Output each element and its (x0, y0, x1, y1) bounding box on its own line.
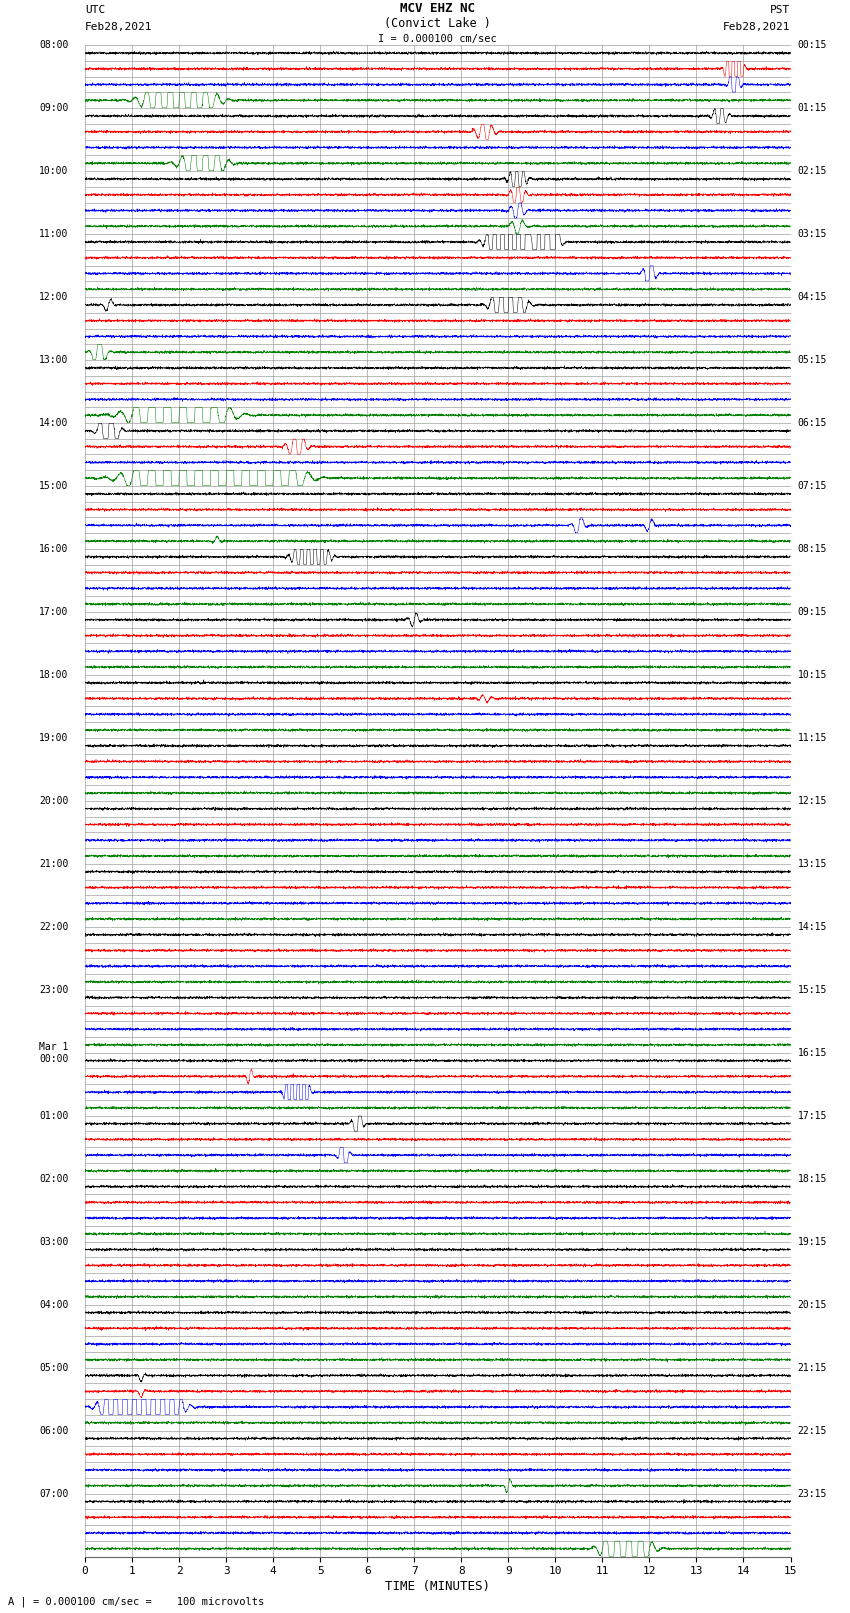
Text: (Convict Lake ): (Convict Lake ) (384, 18, 491, 31)
Text: 16:00: 16:00 (39, 544, 69, 553)
Text: 21:15: 21:15 (797, 1363, 827, 1373)
Text: 22:00: 22:00 (39, 921, 69, 932)
Text: 17:15: 17:15 (797, 1111, 827, 1121)
Text: 02:00: 02:00 (39, 1174, 69, 1184)
Text: 03:15: 03:15 (797, 229, 827, 239)
Text: 05:00: 05:00 (39, 1363, 69, 1373)
Text: 10:15: 10:15 (797, 669, 827, 681)
Text: 14:00: 14:00 (39, 418, 69, 427)
Text: 09:15: 09:15 (797, 606, 827, 616)
Text: 14:15: 14:15 (797, 921, 827, 932)
Text: Mar 1
00:00: Mar 1 00:00 (39, 1042, 69, 1063)
Text: 22:15: 22:15 (797, 1426, 827, 1436)
Text: 20:00: 20:00 (39, 795, 69, 806)
Text: 18:15: 18:15 (797, 1174, 827, 1184)
Text: 11:00: 11:00 (39, 229, 69, 239)
Text: 07:15: 07:15 (797, 481, 827, 490)
Text: 13:00: 13:00 (39, 355, 69, 365)
Text: 01:00: 01:00 (39, 1111, 69, 1121)
Text: 05:15: 05:15 (797, 355, 827, 365)
Text: 13:15: 13:15 (797, 858, 827, 869)
Text: I = 0.000100 cm/sec: I = 0.000100 cm/sec (378, 34, 497, 44)
Text: 10:00: 10:00 (39, 166, 69, 176)
Text: 23:15: 23:15 (797, 1489, 827, 1498)
Text: 12:00: 12:00 (39, 292, 69, 302)
Text: 15:15: 15:15 (797, 986, 827, 995)
Text: 16:15: 16:15 (797, 1048, 827, 1058)
Text: 00:15: 00:15 (797, 40, 827, 50)
Text: 04:15: 04:15 (797, 292, 827, 302)
Text: 15:00: 15:00 (39, 481, 69, 490)
Text: 19:00: 19:00 (39, 732, 69, 744)
Text: 01:15: 01:15 (797, 103, 827, 113)
Text: PST: PST (770, 5, 790, 15)
Text: 08:00: 08:00 (39, 40, 69, 50)
Text: 18:00: 18:00 (39, 669, 69, 681)
Text: 02:15: 02:15 (797, 166, 827, 176)
X-axis label: TIME (MINUTES): TIME (MINUTES) (385, 1581, 490, 1594)
Text: 17:00: 17:00 (39, 606, 69, 616)
Text: 03:00: 03:00 (39, 1237, 69, 1247)
Text: 09:00: 09:00 (39, 103, 69, 113)
Text: 12:15: 12:15 (797, 795, 827, 806)
Text: 23:00: 23:00 (39, 986, 69, 995)
Text: 04:00: 04:00 (39, 1300, 69, 1310)
Text: UTC: UTC (85, 5, 105, 15)
Text: A | = 0.000100 cm/sec =    100 microvolts: A | = 0.000100 cm/sec = 100 microvolts (8, 1595, 264, 1607)
Text: 20:15: 20:15 (797, 1300, 827, 1310)
Text: 07:00: 07:00 (39, 1489, 69, 1498)
Text: MCV EHZ NC: MCV EHZ NC (400, 2, 475, 15)
Text: 11:15: 11:15 (797, 732, 827, 744)
Text: 06:15: 06:15 (797, 418, 827, 427)
Text: 21:00: 21:00 (39, 858, 69, 869)
Text: Feb28,2021: Feb28,2021 (723, 21, 791, 32)
Text: 06:00: 06:00 (39, 1426, 69, 1436)
Text: 19:15: 19:15 (797, 1237, 827, 1247)
Text: 08:15: 08:15 (797, 544, 827, 553)
Text: Feb28,2021: Feb28,2021 (85, 21, 152, 32)
